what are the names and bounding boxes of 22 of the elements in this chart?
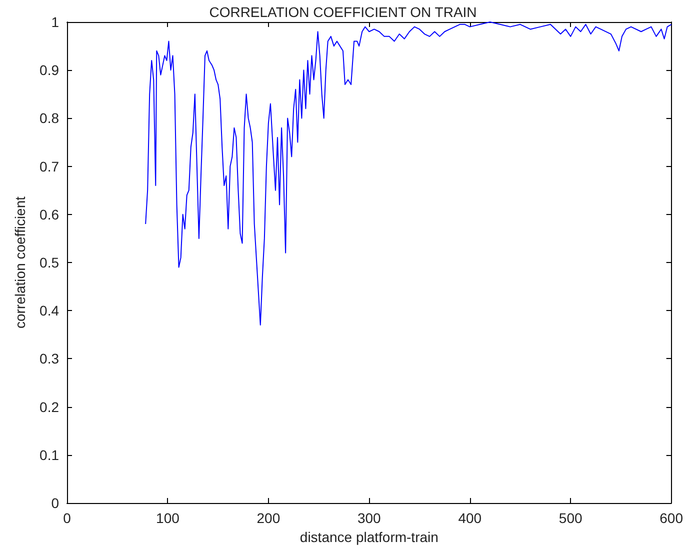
x-tick-label: 600 <box>660 510 684 526</box>
y-tick-label: 0 <box>51 495 60 511</box>
x-tick-label: 0 <box>63 510 72 526</box>
x-tick-label: 100 <box>156 510 180 526</box>
y-tick-label: 0.7 <box>40 158 60 174</box>
chart-title: CORRELATION COEFFICIENT ON TRAIN <box>209 4 477 20</box>
y-tick-label: 0.3 <box>40 350 60 367</box>
x-tick-label: 300 <box>357 510 382 526</box>
x-axis-title: distance platform-train <box>300 528 438 545</box>
y-axis-title: correlation coefficient <box>12 196 28 329</box>
x-tick-label: 400 <box>458 510 482 526</box>
y-tick-label: 0.5 <box>40 254 60 270</box>
y-tick-label: 0.2 <box>40 398 60 415</box>
x-tick-label: 200 <box>256 510 280 526</box>
y-tick-label: 0.6 <box>40 206 60 222</box>
y-tick-label: 1 <box>51 14 60 30</box>
y-tick-label: 0.1 <box>40 446 60 463</box>
line-series <box>145 22 672 326</box>
x-tick-label: 500 <box>558 510 582 526</box>
y-tick-label: 0.8 <box>40 110 60 126</box>
y-tick-label: 0.4 <box>40 302 60 319</box>
y-tick-label: 0.9 <box>40 62 60 78</box>
